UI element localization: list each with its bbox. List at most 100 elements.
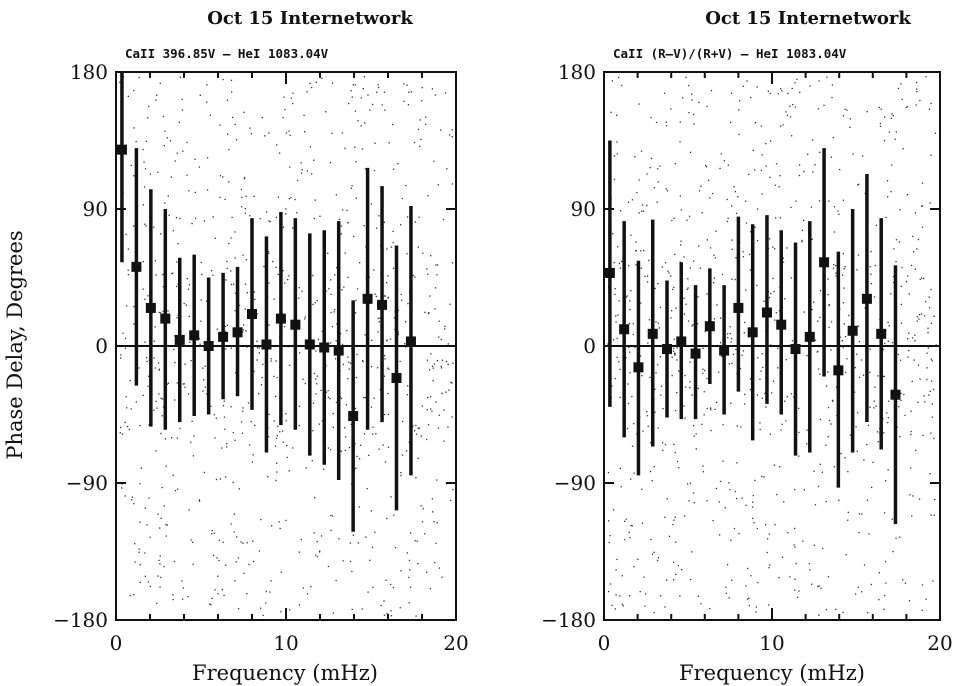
noise-dot xyxy=(685,76,687,79)
noise-dot xyxy=(301,290,303,292)
noise-dot xyxy=(643,576,645,578)
noise-dot xyxy=(392,168,395,170)
noise-dot xyxy=(364,122,366,124)
noise-dot xyxy=(879,122,882,125)
noise-dot xyxy=(867,424,869,427)
noise-dot xyxy=(373,169,376,172)
noise-dot xyxy=(720,317,722,319)
noise-dot xyxy=(846,109,848,111)
noise-dot xyxy=(367,94,369,96)
data-point xyxy=(676,336,687,347)
noise-dot xyxy=(241,432,244,434)
noise-dot xyxy=(359,262,361,264)
noise-dot xyxy=(393,317,396,319)
noise-dot xyxy=(656,364,659,366)
noise-dot xyxy=(194,217,197,220)
noise-dot xyxy=(200,299,202,301)
noise-dot xyxy=(910,433,912,436)
noise-dot xyxy=(230,406,232,408)
noise-dot xyxy=(330,514,332,517)
noise-dot xyxy=(427,312,430,315)
noise-dot xyxy=(144,186,146,188)
noise-dot xyxy=(155,99,157,101)
noise-dot xyxy=(225,476,227,478)
noise-dot xyxy=(611,80,613,82)
noise-dot xyxy=(684,417,686,419)
noise-dot xyxy=(827,576,830,578)
noise-dot xyxy=(812,139,814,141)
noise-dot xyxy=(424,311,426,313)
noise-dot xyxy=(665,125,668,127)
noise-dot xyxy=(756,240,759,242)
noise-dot xyxy=(900,322,903,324)
noise-dot xyxy=(842,274,844,276)
noise-dot xyxy=(819,151,821,153)
noise-dot xyxy=(186,278,188,280)
noise-dot xyxy=(270,358,272,360)
noise-dot xyxy=(666,579,668,581)
noise-dot xyxy=(214,437,216,439)
noise-dot xyxy=(874,386,876,388)
noise-dot xyxy=(434,308,436,310)
noise-dot xyxy=(119,432,121,434)
noise-dot xyxy=(278,521,280,523)
noise-dot xyxy=(838,499,840,501)
noise-dot xyxy=(774,248,776,250)
noise-dot xyxy=(742,251,744,253)
noise-dot xyxy=(860,359,863,361)
noise-dot xyxy=(218,539,221,541)
noise-dot xyxy=(288,275,290,277)
noise-dot xyxy=(405,346,407,348)
noise-dot xyxy=(842,115,845,117)
data-point xyxy=(405,336,416,347)
noise-dot xyxy=(433,363,436,365)
noise-dot xyxy=(715,487,718,490)
noise-dot xyxy=(426,571,428,573)
noise-dot xyxy=(767,90,769,92)
noise-dot xyxy=(608,520,610,522)
noise-dot xyxy=(885,216,887,219)
noise-dot xyxy=(216,557,218,559)
data-point xyxy=(662,344,672,355)
noise-dot xyxy=(726,563,729,566)
noise-dot xyxy=(613,155,615,157)
noise-dot xyxy=(897,353,900,356)
noise-dot xyxy=(646,275,649,277)
noise-dot xyxy=(611,385,613,387)
noise-dot xyxy=(893,281,895,284)
noise-dot xyxy=(364,168,367,170)
noise-dot xyxy=(723,160,726,162)
noise-dot xyxy=(408,559,411,562)
noise-dot xyxy=(289,609,291,611)
noise-dot xyxy=(781,556,784,558)
noise-dot xyxy=(139,564,141,566)
noise-dot xyxy=(200,320,202,322)
noise-dot xyxy=(288,470,290,472)
noise-dot xyxy=(798,455,800,457)
noise-dot xyxy=(189,341,191,343)
noise-dot xyxy=(320,389,322,392)
noise-dot xyxy=(301,169,303,171)
noise-dot xyxy=(203,379,205,381)
noise-dot xyxy=(911,515,913,517)
noise-dot xyxy=(915,449,917,452)
noise-dot xyxy=(718,501,720,503)
noise-dot xyxy=(671,219,673,222)
noise-dot xyxy=(354,110,357,112)
noise-dot xyxy=(717,371,720,373)
noise-dot xyxy=(350,187,352,189)
noise-dot xyxy=(616,153,618,155)
noise-dot xyxy=(827,371,829,373)
noise-dot xyxy=(179,76,182,78)
noise-dot xyxy=(761,475,763,478)
noise-dot xyxy=(332,426,334,428)
noise-dot xyxy=(872,461,874,463)
noise-dot xyxy=(735,212,738,215)
noise-dot xyxy=(121,487,123,489)
noise-dot xyxy=(890,191,892,193)
noise-dot xyxy=(414,540,416,542)
noise-dot xyxy=(340,450,342,452)
noise-dot xyxy=(883,608,885,610)
noise-dot xyxy=(825,500,827,503)
noise-dot xyxy=(401,197,403,200)
